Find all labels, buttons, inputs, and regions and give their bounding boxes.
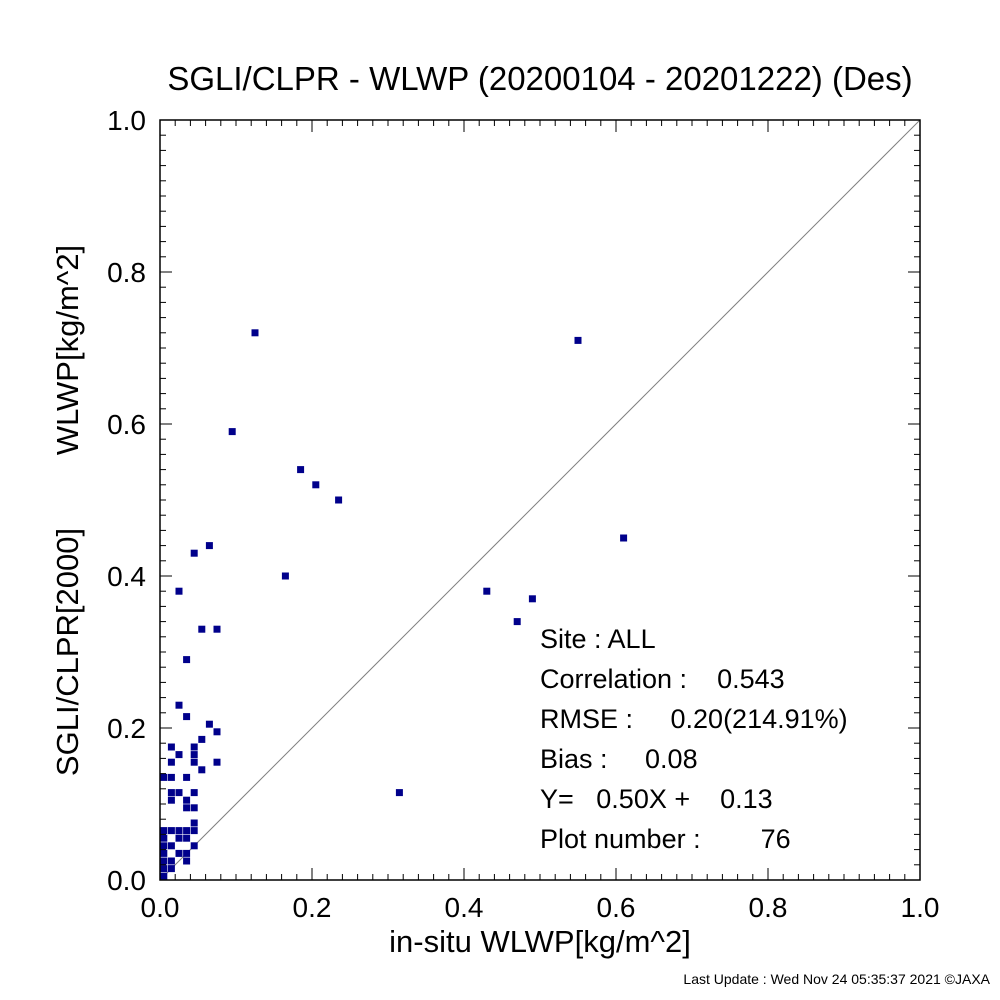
data-point: [167, 789, 175, 797]
y-axis-label-line1: SGLI/CLPR[2000]: [50, 528, 85, 776]
x-tick-label: 1.0: [901, 892, 940, 923]
data-point: [183, 834, 191, 842]
stat-bias: Bias : 0.08: [540, 744, 698, 774]
data-point: [513, 618, 521, 626]
data-point: [198, 625, 206, 633]
data-point: [213, 728, 221, 736]
chart-title: SGLI/CLPR - WLWP (20200104 - 20201222) (…: [167, 60, 912, 97]
x-tick-label: 0.2: [293, 892, 332, 923]
stat-plot-number: Plot number : 76: [540, 824, 791, 854]
y-tick-label: 0.0: [107, 865, 146, 896]
data-point: [483, 587, 491, 595]
data-point: [228, 428, 236, 436]
data-point: [160, 849, 168, 857]
data-point: [167, 773, 175, 781]
y-tick-label: 0.8: [107, 257, 146, 288]
data-point: [183, 849, 191, 857]
data-point: [160, 857, 168, 865]
data-point: [190, 751, 198, 759]
stat-rmse: RMSE : 0.20(214.91%): [540, 704, 848, 734]
data-point: [175, 701, 183, 709]
data-point: [160, 842, 168, 850]
axis-ticks: [159, 119, 921, 881]
data-point: [167, 865, 175, 873]
data-point: [183, 656, 191, 664]
x-tick-label: 0.6: [597, 892, 636, 923]
one-to-one-line: [159, 119, 921, 881]
data-point: [167, 796, 175, 804]
x-tick-label: 0.4: [445, 892, 484, 923]
data-point: [198, 735, 206, 743]
data-point: [183, 857, 191, 865]
data-point: [167, 827, 175, 835]
y-tick-label: 0.2: [107, 713, 146, 744]
y-axis-label-line2: WLWP[kg/m^2]: [50, 245, 85, 455]
data-point: [190, 842, 198, 850]
data-point: [190, 789, 198, 797]
stat-site: Site : ALL: [540, 624, 656, 654]
data-point: [297, 466, 305, 474]
data-point: [190, 549, 198, 557]
data-point: [251, 329, 259, 337]
data-point: [620, 534, 628, 542]
data-point: [160, 865, 168, 873]
stat-regression: Y= 0.50X + 0.13: [540, 784, 773, 814]
data-point: [167, 842, 175, 850]
data-point: [167, 743, 175, 751]
data-point: [167, 758, 175, 766]
data-point: [190, 819, 198, 827]
data-point: [198, 766, 206, 774]
data-point: [167, 857, 175, 865]
data-point: [574, 336, 582, 344]
data-point: [190, 804, 198, 812]
last-update-footer: Last Update : Wed Nov 24 05:35:37 2021 ©…: [683, 971, 990, 987]
tick-labels: 0.0 0.2 0.4 0.6 0.8 1.0 0.0 0.2 0.4 0.6 0.8 1.0: [107, 105, 939, 923]
data-point: [175, 834, 183, 842]
data-point: [183, 804, 191, 812]
data-point: [281, 572, 289, 580]
data-point: [395, 789, 403, 797]
data-point: [183, 827, 191, 835]
y-tick-label: 0.6: [107, 409, 146, 440]
stat-correlation: Correlation : 0.543: [540, 664, 785, 694]
data-point: [183, 773, 191, 781]
data-point: [213, 758, 221, 766]
data-point: [183, 796, 191, 804]
data-point: [190, 827, 198, 835]
data-points: [160, 329, 628, 880]
data-point: [160, 872, 168, 880]
data-point: [160, 834, 168, 842]
data-point: [213, 625, 221, 633]
data-point: [190, 743, 198, 751]
x-axis-label: in-situ WLWP[kg/m^2]: [389, 924, 691, 959]
data-point: [175, 789, 183, 797]
data-point: [175, 827, 183, 835]
data-point: [160, 773, 168, 781]
data-point: [335, 496, 343, 504]
data-point: [190, 758, 198, 766]
y-tick-label: 1.0: [107, 105, 146, 136]
data-point: [175, 587, 183, 595]
data-point: [312, 481, 320, 489]
data-point: [160, 827, 168, 835]
data-point: [205, 542, 213, 550]
data-point: [175, 849, 183, 857]
data-point: [183, 713, 191, 721]
data-point: [175, 751, 183, 759]
data-point: [205, 720, 213, 728]
x-tick-label: 0.8: [749, 892, 788, 923]
data-point: [528, 595, 536, 603]
y-tick-label: 0.4: [107, 561, 146, 592]
x-tick-label: 0.0: [141, 892, 180, 923]
